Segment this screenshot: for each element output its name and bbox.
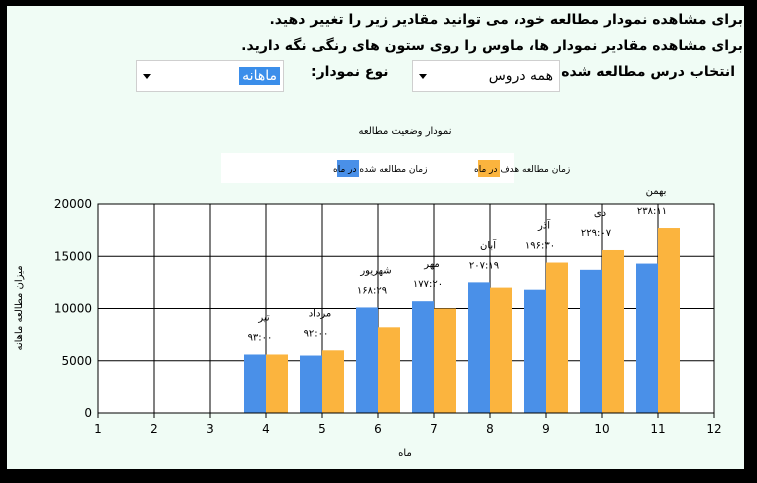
bar-target[interactable] bbox=[546, 262, 568, 413]
bar-month-label: شهریور bbox=[359, 265, 391, 276]
legend-label-target: زمان مطالعه هدف در ماه bbox=[474, 165, 570, 175]
bar-month-label: آذر bbox=[537, 219, 551, 232]
x-axis-label: ماه bbox=[398, 448, 412, 459]
y-tick-label: 0 bbox=[84, 406, 92, 420]
chevron-down-icon[interactable] bbox=[419, 74, 427, 79]
bar-studied[interactable] bbox=[412, 301, 434, 413]
x-tick-label: 1 bbox=[94, 422, 102, 436]
chart-type-select[interactable]: ماهانه bbox=[136, 60, 284, 92]
bar-studied[interactable] bbox=[244, 354, 266, 413]
x-tick-label: 10 bbox=[594, 422, 609, 436]
chart-title: نمودار وضعیت مطالعه bbox=[359, 126, 452, 137]
chart-type-label: نوع نمودار: bbox=[311, 64, 389, 80]
plot-border bbox=[97, 203, 715, 414]
bar-month-label: تیر bbox=[257, 312, 270, 323]
x-tick-label: 7 bbox=[430, 422, 438, 436]
bar-value-label: ۹۲:۰۰ bbox=[304, 328, 329, 339]
bar-studied[interactable] bbox=[524, 289, 546, 413]
bar-studied[interactable] bbox=[580, 269, 602, 413]
bar-target[interactable] bbox=[658, 228, 680, 413]
bar-studied[interactable] bbox=[468, 282, 490, 413]
y-tick-label: 10000 bbox=[54, 302, 92, 316]
bar-studied[interactable] bbox=[636, 263, 658, 413]
instruction-line-1: برای مشاهده نمودار مطالعه خود، می توانید… bbox=[269, 12, 743, 28]
legend-swatch-target bbox=[478, 160, 500, 177]
chevron-down-icon[interactable] bbox=[143, 74, 151, 79]
legend-label-studied: زمان مطالعه شده در ماه bbox=[333, 165, 427, 175]
bar-month-label: بهمن bbox=[646, 186, 667, 197]
bar-value-label: ۲۳۸:۱۱ bbox=[637, 206, 667, 217]
course-select-value: همه دروس bbox=[488, 68, 553, 84]
course-select[interactable]: همه دروس bbox=[412, 60, 560, 92]
bar-value-label: ۲۲۹:۰۷ bbox=[581, 228, 612, 239]
bar-value-label: ۹۳:۰۰ bbox=[248, 332, 273, 343]
y-tick-label: 20000 bbox=[54, 197, 92, 211]
instruction-line-2: برای مشاهده مقادیر نمودار ها، ماوس را رو… bbox=[241, 38, 743, 54]
bar-month-label: آبان bbox=[480, 238, 497, 251]
bar-value-label: ۱۷۷:۲۰ bbox=[413, 279, 443, 290]
bar-month-label: مهر bbox=[423, 259, 439, 270]
x-tick-label: 6 bbox=[374, 422, 382, 436]
x-tick-label: 2 bbox=[150, 422, 158, 436]
bar-value-label: ۱۶۸:۲۹ bbox=[357, 285, 387, 296]
x-tick-label: 3 bbox=[206, 422, 214, 436]
x-tick-label: 5 bbox=[318, 422, 326, 436]
bar-target[interactable] bbox=[434, 308, 456, 414]
chart-type-select-value: ماهانه bbox=[239, 67, 280, 85]
bar-target[interactable] bbox=[602, 249, 624, 413]
y-tick-label: 5000 bbox=[61, 354, 92, 368]
bar-value-label: ۱۹۶:۳۰ bbox=[525, 241, 555, 252]
bar-studied[interactable] bbox=[300, 355, 322, 413]
x-tick-label: 8 bbox=[486, 422, 494, 436]
y-tick-label: 15000 bbox=[54, 249, 92, 263]
x-tick-label: 12 bbox=[706, 422, 721, 436]
bar-month-label: مرداد bbox=[309, 308, 332, 319]
bar-studied[interactable] bbox=[356, 307, 378, 413]
bar-target[interactable] bbox=[266, 354, 288, 413]
x-tick-label: 9 bbox=[542, 422, 550, 436]
bar-target[interactable] bbox=[378, 327, 400, 413]
legend-swatch-studied bbox=[337, 160, 359, 177]
bar-target[interactable] bbox=[322, 350, 344, 413]
bar-target[interactable] bbox=[490, 287, 512, 413]
legend-box bbox=[221, 153, 514, 183]
x-tick-label: 11 bbox=[650, 422, 665, 436]
course-label: انتخاب درس مطالعه شده: bbox=[555, 64, 735, 80]
bar-month-label: دی bbox=[594, 208, 606, 219]
x-tick-label: 4 bbox=[262, 422, 270, 436]
bar-value-label: ۲۰۷:۱۹ bbox=[469, 260, 499, 271]
y-axis-label: میزان مطالعه ماهانه bbox=[14, 265, 25, 350]
